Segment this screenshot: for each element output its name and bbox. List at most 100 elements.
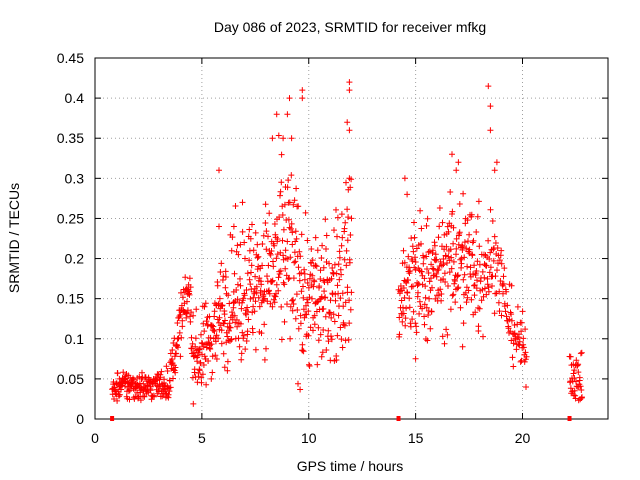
data-point bbox=[447, 246, 454, 253]
data-point bbox=[219, 302, 226, 309]
data-point bbox=[183, 310, 190, 317]
data-point bbox=[256, 303, 263, 310]
data-point bbox=[193, 306, 200, 313]
data-point bbox=[263, 345, 269, 352]
data-point bbox=[291, 197, 298, 204]
data-point bbox=[448, 265, 455, 272]
data-point bbox=[340, 303, 347, 310]
data-point bbox=[288, 220, 295, 227]
data-point bbox=[328, 275, 335, 282]
data-point bbox=[470, 237, 477, 244]
data-point bbox=[516, 331, 522, 338]
data-point bbox=[440, 261, 447, 268]
data-point bbox=[282, 247, 289, 254]
data-point bbox=[196, 367, 203, 374]
data-point bbox=[345, 336, 352, 343]
data-point bbox=[228, 336, 235, 343]
data-point bbox=[486, 269, 493, 276]
data-point bbox=[285, 276, 292, 282]
data-point bbox=[273, 281, 280, 288]
data-point bbox=[198, 374, 205, 381]
data-point bbox=[178, 289, 184, 296]
data-point bbox=[182, 274, 189, 281]
data-point bbox=[224, 367, 231, 374]
data-point bbox=[511, 330, 518, 337]
data-point bbox=[247, 295, 254, 302]
data-point bbox=[572, 395, 579, 402]
data-point bbox=[277, 267, 284, 274]
data-point bbox=[287, 335, 294, 342]
data-point bbox=[321, 288, 328, 295]
data-point bbox=[151, 393, 158, 400]
data-point bbox=[330, 311, 337, 318]
data-point bbox=[246, 226, 253, 233]
data-point bbox=[341, 322, 348, 329]
data-point bbox=[497, 278, 504, 284]
data-point bbox=[347, 306, 354, 313]
data-point bbox=[295, 203, 302, 210]
data-point bbox=[457, 304, 464, 311]
data-point bbox=[485, 237, 492, 244]
data-point bbox=[187, 284, 194, 291]
data-point bbox=[286, 199, 293, 206]
data-point bbox=[291, 259, 298, 266]
data-point bbox=[322, 216, 329, 223]
zero-marker bbox=[396, 416, 401, 421]
data-point bbox=[400, 310, 407, 317]
data-point bbox=[277, 188, 284, 195]
data-point bbox=[417, 207, 424, 214]
data-point bbox=[250, 303, 257, 310]
data-point bbox=[194, 352, 201, 359]
data-point bbox=[520, 335, 527, 342]
data-point bbox=[510, 340, 517, 347]
data-point bbox=[276, 214, 283, 221]
data-point bbox=[252, 346, 259, 353]
data-point bbox=[221, 364, 228, 371]
data-point bbox=[305, 332, 312, 339]
data-point bbox=[319, 349, 326, 356]
data-point bbox=[297, 312, 304, 319]
data-point bbox=[248, 269, 254, 276]
data-point bbox=[158, 368, 165, 375]
data-point bbox=[198, 339, 205, 346]
data-point bbox=[453, 235, 460, 242]
data-point bbox=[292, 228, 299, 235]
data-point bbox=[468, 296, 475, 303]
data-point bbox=[485, 83, 492, 90]
data-point bbox=[194, 358, 201, 365]
y-tick-label: 0.1 bbox=[65, 331, 85, 347]
data-point bbox=[427, 325, 434, 332]
data-point bbox=[333, 357, 340, 363]
data-point bbox=[444, 260, 450, 266]
data-point bbox=[288, 225, 294, 232]
data-point bbox=[218, 340, 225, 347]
data-point bbox=[454, 285, 461, 292]
data-point bbox=[467, 264, 474, 271]
data-point bbox=[279, 237, 286, 244]
data-point bbox=[346, 175, 353, 182]
data-point bbox=[211, 313, 218, 320]
data-point bbox=[487, 264, 494, 271]
data-point bbox=[344, 284, 351, 291]
data-point bbox=[447, 306, 454, 313]
data-point bbox=[346, 259, 353, 266]
axis-ticks: 0 0.05 0.1 0.15 0.2 0.25 0.3 0.35 0.4 0.45 0 5 10 15 2… bbox=[57, 50, 608, 446]
data-point bbox=[421, 275, 428, 282]
data-point bbox=[317, 267, 324, 274]
data-point bbox=[575, 361, 582, 368]
data-point bbox=[418, 240, 424, 247]
data-point bbox=[225, 337, 232, 344]
data-point bbox=[248, 262, 255, 269]
data-point bbox=[172, 369, 179, 376]
data-point bbox=[422, 283, 429, 290]
data-point bbox=[205, 358, 212, 364]
data-point bbox=[475, 323, 482, 330]
y-tick-label: 0 bbox=[76, 411, 84, 427]
data-point bbox=[518, 357, 525, 364]
data-point bbox=[400, 247, 407, 254]
data-point bbox=[413, 329, 420, 336]
data-point bbox=[348, 215, 355, 222]
data-point bbox=[157, 374, 164, 381]
data-point bbox=[471, 292, 478, 299]
data-point bbox=[483, 262, 490, 269]
